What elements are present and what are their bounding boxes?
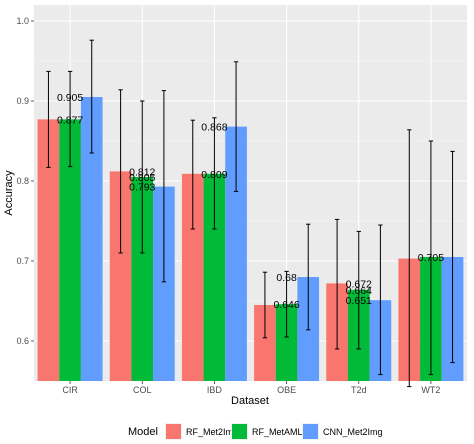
data-label: 0.705 <box>418 252 444 264</box>
bar-rf-met2img <box>37 119 60 382</box>
bar-cnn-met2img <box>153 186 175 381</box>
data-labels: 0.812 0.672 0.877 0.805 0.809 0.646 0.664 0.705… <box>57 92 444 311</box>
x-tick-label: COL <box>133 385 152 395</box>
error-bars <box>46 39 455 388</box>
x-tick-label: WT2 <box>421 385 440 395</box>
y-tick-label: 1.0 <box>16 16 29 26</box>
x-axis: CIR COL IBD OBE T2d WT2 <box>62 381 440 395</box>
plot-panel <box>34 5 467 381</box>
legend-key-rf-met2img <box>166 424 181 439</box>
legend-label: CNN_Met2Img <box>323 427 383 437</box>
bar-rf-metaml <box>275 304 298 381</box>
bar-cnn-met2img <box>225 126 247 381</box>
y-axis-title: Accuracy <box>3 170 15 216</box>
data-label: 0.877 <box>57 114 83 126</box>
data-label: 0.805 <box>129 172 155 184</box>
data-label: 0.68 <box>276 272 297 284</box>
x-tick-label: T2d <box>351 385 367 395</box>
legend-key-cnn-met2img <box>303 424 318 439</box>
data-label: 0.672 <box>346 278 372 290</box>
bar-rf-met2img <box>254 305 276 381</box>
x-tick-label: IBD <box>207 385 223 395</box>
legend-key-rf-metaml <box>232 424 247 439</box>
y-tick-label: 0.6 <box>16 336 29 346</box>
y-tick-label: 0.7 <box>16 256 29 266</box>
legend-label: RF_Met2Img <box>186 427 238 437</box>
y-tick-label: 0.8 <box>16 176 29 186</box>
legend: Model RF_Met2Img RF_MetAML CNN_Met2Img <box>128 423 383 440</box>
data-label: 0.812 <box>129 166 155 178</box>
y-axis: 0.6 0.7 0.8 0.9 1.0 <box>16 16 34 346</box>
x-axis-title: Dataset <box>231 395 269 407</box>
legend-title: Model <box>128 426 158 438</box>
x-tick-label: OBE <box>277 385 296 395</box>
data-label: 0.664 <box>346 285 372 297</box>
data-label: 0.905 <box>57 92 83 104</box>
x-tick-label: CIR <box>62 385 78 395</box>
bar-rf-met2img <box>181 173 204 381</box>
legend-label: RF_MetAML <box>252 427 303 437</box>
data-label: 0.809 <box>201 169 227 181</box>
bar-rf-met2img <box>109 171 132 381</box>
data-label: 0.793 <box>129 182 155 194</box>
data-label: 0.646 <box>273 299 299 311</box>
bar-rf-metaml <box>59 119 81 382</box>
bar-rf-metaml <box>203 173 226 381</box>
data-label: 0.651 <box>346 295 372 307</box>
bar-cnn-met2img <box>80 97 103 381</box>
data-label: 0.868 <box>201 122 227 134</box>
y-tick-label: 0.9 <box>16 96 29 106</box>
bar-rf-metaml <box>131 177 154 381</box>
